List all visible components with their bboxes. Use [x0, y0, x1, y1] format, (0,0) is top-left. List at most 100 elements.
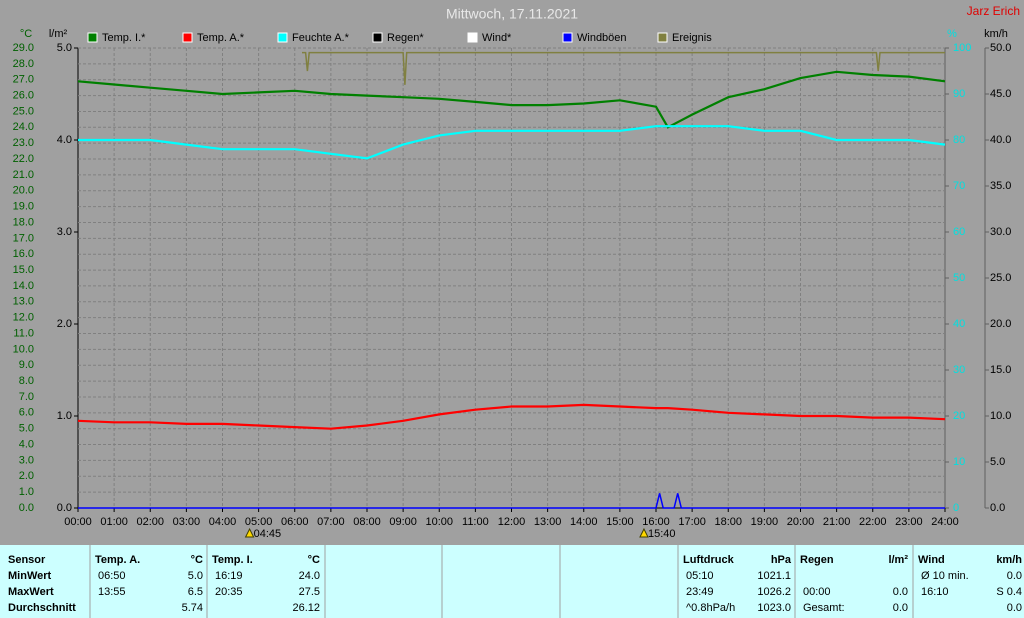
y-tick-label: 23.0 — [13, 137, 34, 149]
table-time: ^0.8hPa/h — [686, 602, 735, 614]
table-value: 6.5 — [188, 586, 203, 598]
table-time: 20:35 — [215, 586, 243, 598]
y-tick-label: 27.0 — [13, 74, 34, 86]
x-tick-label: 19:00 — [751, 516, 779, 528]
x-tick-label: 00:00 — [64, 516, 92, 528]
x-tick-label: 20:00 — [787, 516, 815, 528]
y-tick-label: 26.0 — [13, 89, 34, 101]
section-header: Regen — [800, 554, 834, 566]
y-tick-label: 8.0 — [19, 375, 34, 387]
y4-tick-label: 50.0 — [990, 42, 1011, 54]
table-time: 13:55 — [98, 586, 126, 598]
series-line — [78, 493, 945, 509]
x-tick-label: 17:00 — [678, 516, 706, 528]
y2-tick-label: 4.0 — [57, 134, 72, 146]
table-value: 27.5 — [299, 586, 320, 598]
x-tick-label: 22:00 — [859, 516, 887, 528]
y4-tick-label: 0.0 — [990, 502, 1005, 514]
section-unit: °C — [308, 554, 320, 566]
table-time: Ø 10 min. — [921, 570, 969, 582]
x-tick-label: 23:00 — [895, 516, 923, 528]
y-tick-label: 12.0 — [13, 312, 34, 324]
x-tick-label: 03:00 — [173, 516, 201, 528]
y2-tick-label: 2.0 — [57, 318, 72, 330]
table-value: 0.0 — [893, 602, 908, 614]
table-value: 5.74 — [182, 602, 203, 614]
table-value: 26.12 — [292, 602, 320, 614]
y-tick-label: 9.0 — [19, 359, 34, 371]
row-label: Sensor — [8, 554, 46, 566]
y4-tick-label: 35.0 — [990, 180, 1011, 192]
y2-tick-label: 5.0 — [57, 42, 72, 54]
axis-unit: % — [947, 28, 957, 40]
legend-label: Wind* — [482, 32, 512, 44]
y-tick-label: 21.0 — [13, 169, 34, 181]
sun-marker — [244, 527, 255, 538]
x-tick-label: 01:00 — [100, 516, 128, 528]
x-tick-label: 16:00 — [642, 516, 670, 528]
table-value: 24.0 — [299, 570, 320, 582]
y3-tick-label: 70 — [953, 180, 965, 192]
y3-tick-label: 90 — [953, 88, 965, 100]
sun-label: 04:45 — [254, 528, 282, 540]
legend-swatch — [372, 32, 383, 43]
y4-tick-label: 45.0 — [990, 88, 1011, 100]
y4-tick-label: 25.0 — [990, 272, 1011, 284]
y2-tick-label: 1.0 — [57, 410, 72, 422]
table-time: 00:00 — [803, 586, 831, 598]
section-header: Temp. A. — [95, 554, 140, 566]
y4-tick-label: 40.0 — [990, 134, 1011, 146]
section-unit: l/m² — [888, 554, 908, 566]
y-tick-label: 1.0 — [19, 486, 34, 498]
x-tick-label: 21:00 — [823, 516, 851, 528]
table-time: 16:10 — [921, 586, 949, 598]
legend-swatch — [562, 32, 573, 43]
legend-label: Temp. I.* — [102, 32, 146, 44]
sun-marker — [639, 527, 649, 538]
y-tick-label: 10.0 — [13, 343, 34, 355]
y-tick-label: 6.0 — [19, 407, 34, 419]
y-tick-label: 22.0 — [13, 153, 34, 165]
y-tick-label: 14.0 — [13, 280, 34, 292]
y-tick-label: 5.0 — [19, 423, 34, 435]
y-tick-label: 28.0 — [13, 58, 34, 70]
legend-swatch — [87, 32, 98, 43]
x-tick-label: 07:00 — [317, 516, 345, 528]
table-value: 0.0 — [893, 586, 908, 598]
y4-tick-label: 30.0 — [990, 226, 1011, 238]
author: Jarz Erich — [967, 4, 1020, 18]
y4-tick-label: 15.0 — [990, 364, 1011, 376]
row-label: Durchschnitt — [8, 602, 76, 614]
y-tick-label: 7.0 — [19, 391, 34, 403]
section-unit: km/h — [996, 554, 1022, 566]
row-label: MaxWert — [8, 586, 54, 598]
axis-unit: km/h — [984, 28, 1008, 40]
y3-tick-label: 30 — [953, 364, 965, 376]
table-time: 16:19 — [215, 570, 243, 582]
legend-label: Regen* — [387, 32, 424, 44]
table-bg — [0, 545, 1024, 618]
y4-tick-label: 20.0 — [990, 318, 1011, 330]
x-tick-label: 04:00 — [209, 516, 237, 528]
table-value: 1021.1 — [757, 570, 791, 582]
x-tick-label: 05:00 — [245, 516, 273, 528]
legend-swatch — [182, 32, 193, 43]
legend-label: Windböen — [577, 32, 627, 44]
table-time: Gesamt: — [803, 602, 845, 614]
y-tick-label: 17.0 — [13, 232, 34, 244]
x-tick-label: 06:00 — [281, 516, 309, 528]
series-line — [77, 403, 946, 430]
legend-swatch — [657, 32, 668, 43]
x-tick-label: 15:00 — [606, 516, 634, 528]
legend-swatch — [277, 32, 288, 43]
axis-unit: l/m² — [49, 28, 68, 40]
y-tick-label: 13.0 — [13, 296, 34, 308]
y-tick-label: 4.0 — [19, 438, 34, 450]
x-tick-label: 18:00 — [714, 516, 742, 528]
y-tick-label: 20.0 — [13, 185, 34, 197]
table-value: 1023.0 — [757, 602, 791, 614]
y3-tick-label: 80 — [953, 134, 965, 146]
x-tick-label: 10:00 — [425, 516, 453, 528]
row-label: MinWert — [8, 570, 52, 582]
